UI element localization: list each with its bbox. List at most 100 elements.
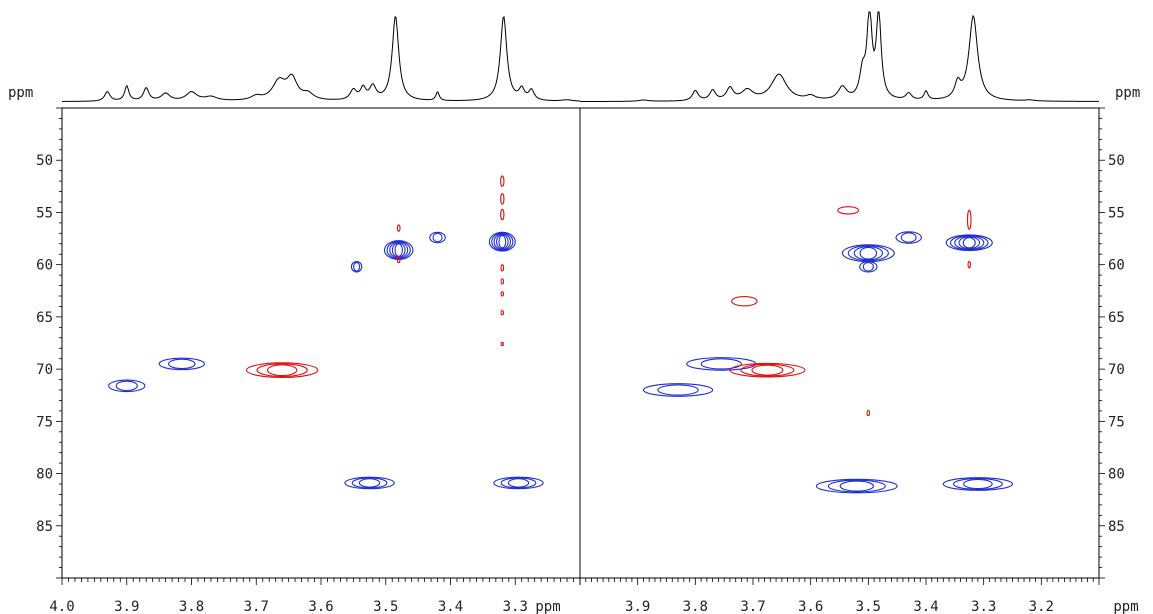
contour-ring [958,236,981,250]
contour-ring [168,358,196,370]
contour-ring [394,243,403,257]
y-tick-label: 85 [36,519,53,535]
x-tick-label: 3.4 [438,599,463,614]
contour-ring [963,478,993,490]
contour-ring [493,233,511,251]
contour-ring [500,341,505,347]
x-tick-label: 3.8 [179,599,204,614]
contour-ring [493,476,544,490]
x-tick-label: 3.3 [503,599,528,614]
y-tick-label: 65 [36,310,53,326]
contour-ring [895,231,922,244]
contour-ring [686,357,757,371]
contour-ring [158,357,205,371]
x-tick-label: 3.6 [798,599,823,614]
y-unit-label: ppm [1115,85,1140,101]
contour-ring [429,231,446,244]
x-unit-label: ppm [1113,599,1138,614]
y-tick-label: 55 [36,205,53,221]
y-tick-label: 50 [1108,153,1125,169]
contour-ring [500,193,505,205]
contour-ring [353,261,361,272]
contour-ring [488,231,516,252]
x-tick-label: 3.9 [625,599,650,614]
contour-ring [859,260,878,273]
y-tick-label: 60 [1108,258,1125,274]
x-tick-label: 3.8 [683,599,708,614]
contour-ring [967,260,971,269]
contour-ring [500,175,505,187]
contour-ring [952,478,1003,490]
contour-ring [962,236,976,249]
y-tick-label: 75 [36,414,53,430]
contour-ring [853,245,884,261]
x-tick-label: 3.2 [1029,599,1054,614]
x-tick-label: 3.5 [856,599,881,614]
contour-ring [866,409,871,417]
contour-ring [837,206,860,215]
contour-ring [350,260,363,273]
y-unit-label: ppm [8,85,33,101]
contour-ring [827,479,886,493]
contour-ring [351,477,388,489]
y-tick-label: 70 [1108,362,1125,378]
contour-ring [115,380,138,392]
contour-ring [391,242,406,258]
contour-ring [245,362,319,379]
x-unit-label: ppm [535,599,560,614]
contour-ring [498,234,507,249]
contour-ring [266,364,298,377]
contour-ring [396,255,401,264]
contour-ring [900,232,917,243]
panel-left [56,15,581,585]
contour-ring [751,364,784,376]
y-tick-label: 85 [1108,519,1125,535]
contour-ring [966,209,972,230]
x-tick-label: 3.7 [244,599,269,614]
x-tick-label: 3.6 [308,599,333,614]
y-tick-label: 50 [36,153,53,169]
contour-ring [945,234,993,252]
contour-ring [815,478,898,494]
contour-ring [949,235,989,251]
contour-ring [495,234,509,250]
x-tick-label: 3.5 [373,599,398,614]
contour-ring [642,383,714,397]
contour-ring [500,208,505,221]
x-tick-label: 3.4 [913,599,938,614]
projection-spectrum [580,11,1100,102]
contour-ring [839,480,874,492]
contour-ring [942,477,1014,491]
contour-ring [847,245,889,262]
contour-ring [256,363,308,378]
y-tick-label: 60 [36,258,53,274]
contour-ring [491,232,514,251]
contour-ring [859,246,878,260]
contour-ring [507,478,530,488]
y-tick-label: 70 [36,362,53,378]
contour-ring [700,358,743,370]
contour-ring [386,240,411,260]
contour-ring [500,291,505,297]
contour-ring [954,235,985,250]
projection-spectrum [62,15,581,102]
contour-ring [396,224,401,232]
contour-ring [731,295,758,307]
contour-ring [500,477,537,489]
y-tick-label: 80 [1108,467,1125,483]
contour-ring [500,310,505,316]
contour-ring [500,264,505,272]
x-tick-label: 3.9 [114,599,139,614]
y-tick-label: 55 [1108,205,1125,221]
plot-frame [579,107,1100,579]
contour-ring [862,261,874,272]
panel-right [579,11,1105,585]
y-tick-label: 75 [1108,414,1125,430]
contour-ring [729,362,806,378]
contour-ring [389,241,409,259]
contour-ring [500,278,505,285]
y-tick-label: 65 [1108,310,1125,326]
contour-ring [358,478,381,488]
x-tick-label: 4.0 [49,599,74,614]
